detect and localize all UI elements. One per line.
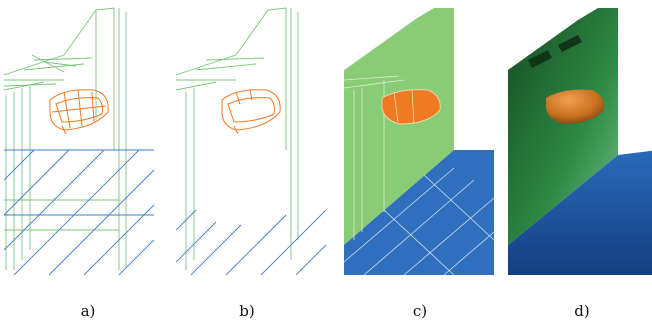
panel-b-render	[176, 7, 326, 275]
panel-d	[508, 0, 652, 275]
caption-a: a)	[80, 302, 96, 320]
caption-b: b)	[239, 302, 255, 320]
caption-c: c)	[412, 302, 428, 320]
panel-d-render	[508, 8, 652, 275]
panel-a-render	[4, 7, 154, 275]
panel-c-render	[344, 8, 494, 275]
panel-c	[344, 0, 494, 275]
panel-a	[4, 0, 154, 275]
caption-d: d)	[574, 302, 590, 320]
panel-b	[176, 0, 326, 275]
